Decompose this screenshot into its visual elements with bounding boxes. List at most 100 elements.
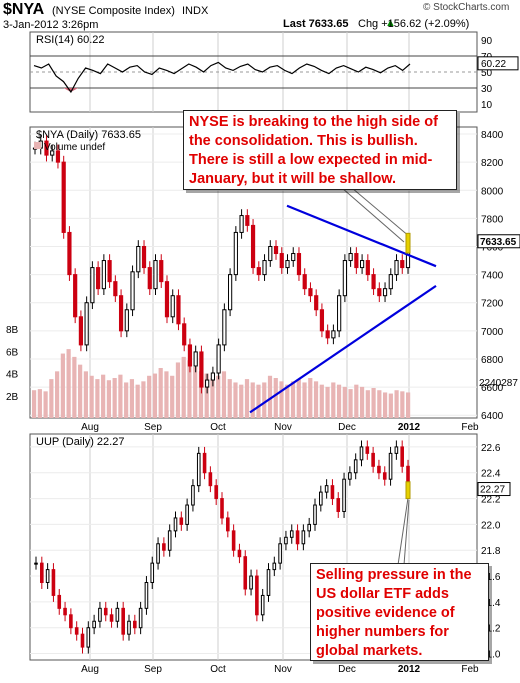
nya-tick-label: 8000: [481, 186, 504, 197]
nya-candle: [55, 150, 61, 163]
volume-bar: [118, 374, 123, 418]
nya-candle: [382, 288, 388, 297]
volume-bar: [319, 384, 324, 418]
volume-bar: [308, 378, 313, 418]
uup-tick-label: 21.8: [481, 546, 501, 557]
nya-candle: [371, 274, 376, 290]
uup-x-label: Nov: [274, 664, 292, 675]
volume-bar: [354, 384, 359, 418]
uup-candle: [34, 562, 38, 565]
uup-tick-label: 21.0: [481, 650, 501, 661]
uup-tick-label: 22.6: [481, 443, 501, 454]
volume-bar: [388, 393, 393, 418]
volume-bar: [124, 382, 129, 418]
volume-bar: [239, 384, 244, 418]
uup-annotation: Selling pressure in the US dollar ETF ad…: [310, 563, 489, 661]
callout-pointer: [341, 187, 405, 243]
uup-candle: [266, 569, 271, 596]
nya-candle: [164, 281, 170, 318]
volume-bar: [273, 378, 278, 418]
volume-bar: [78, 364, 83, 418]
volume-bar: [296, 379, 301, 418]
nya-candle: [228, 274, 233, 311]
uup-tick-label: 22.0: [481, 520, 501, 531]
uup-candle: [220, 498, 224, 519]
uup-candle: [173, 517, 178, 532]
nya-x-label: Oct: [210, 422, 226, 433]
nya-candle: [233, 231, 238, 276]
nya-candle: [365, 260, 370, 276]
uup-candle: [295, 530, 300, 545]
uup-candle: [133, 620, 137, 629]
volume-bar: [313, 381, 319, 418]
volume-tick-label: 6B: [6, 347, 19, 358]
nya-candle: [394, 260, 399, 276]
uup-candle: [109, 614, 114, 622]
nya-candle: [250, 224, 256, 269]
uup-candle: [249, 575, 253, 590]
nya-candle: [84, 302, 89, 346]
uup-candle: [284, 536, 288, 545]
uup-candle: [237, 549, 242, 558]
uup-candle: [156, 543, 160, 564]
uup-x-label: Dec: [338, 664, 356, 675]
nya-x-label: Dec: [338, 422, 356, 433]
uup-candle: [196, 452, 201, 487]
index-name: (NYSE Composite Index): [52, 5, 175, 17]
nya-candle: [348, 253, 353, 262]
rsi-tick-label: 10: [481, 100, 493, 111]
callout-pointer: [397, 497, 409, 566]
uup-x-label: Oct: [210, 664, 226, 675]
volume-bar: [83, 371, 88, 418]
uup-candle: [272, 562, 277, 571]
uup-tick-label: 21.6: [481, 572, 501, 583]
nya-tick-label: 8200: [481, 158, 504, 169]
volume-tick-label: 8B: [6, 325, 19, 336]
nya-candle: [90, 267, 95, 304]
volume-bar: [342, 386, 347, 418]
nya-candle: [222, 309, 227, 346]
nya-candle: [96, 267, 101, 290]
nya-candle: [187, 344, 193, 367]
volume-bar: [66, 349, 71, 418]
uup-candle: [98, 607, 102, 622]
nya-candle: [113, 281, 118, 297]
nya-candle: [359, 260, 365, 269]
uup-tick-label: 21.4: [481, 598, 501, 609]
volume-bar: [158, 368, 163, 418]
uup-last-bar-highlight: [405, 481, 411, 500]
nya-candle: [256, 267, 261, 276]
uup-candle: [57, 594, 62, 609]
nya-candle: [67, 231, 72, 276]
volume-bar: [365, 390, 370, 418]
nya-candle: [273, 245, 279, 255]
uup-candle: [330, 485, 335, 500]
volume-bar: [210, 378, 215, 418]
nya-candle: [279, 253, 284, 269]
uup-candle: [365, 446, 370, 454]
nya-candle: [210, 372, 215, 381]
rsi-tick-label: 50: [481, 68, 493, 79]
nya-candle: [44, 140, 49, 156]
nya-x-label: Feb: [461, 422, 479, 433]
uup-x-label: 2012: [398, 664, 421, 675]
uup-candle: [382, 472, 387, 480]
uup-candle: [400, 446, 404, 467]
uup-candle: [307, 523, 311, 532]
nya-candle: [193, 351, 198, 367]
rsi-last-box: [477, 56, 519, 71]
callout-pointer: [351, 187, 411, 238]
uup-candle: [115, 607, 120, 622]
nya-candle: [61, 161, 66, 233]
volume-bar: [101, 374, 106, 418]
nya-candle: [153, 260, 158, 290]
nya-x-label: Aug: [81, 422, 99, 433]
uup-price-panel: 22.6 22.4 22.2 22.0 21.8 21.6 21.4 21.2 21.0 UUP …: [29, 433, 511, 675]
nya-candle: [302, 274, 307, 290]
nya-candle: [101, 260, 106, 290]
uup-candle: [394, 446, 399, 454]
nya-candle: [107, 260, 112, 283]
uup-candle: [289, 530, 294, 538]
uup-candle: [371, 452, 375, 467]
